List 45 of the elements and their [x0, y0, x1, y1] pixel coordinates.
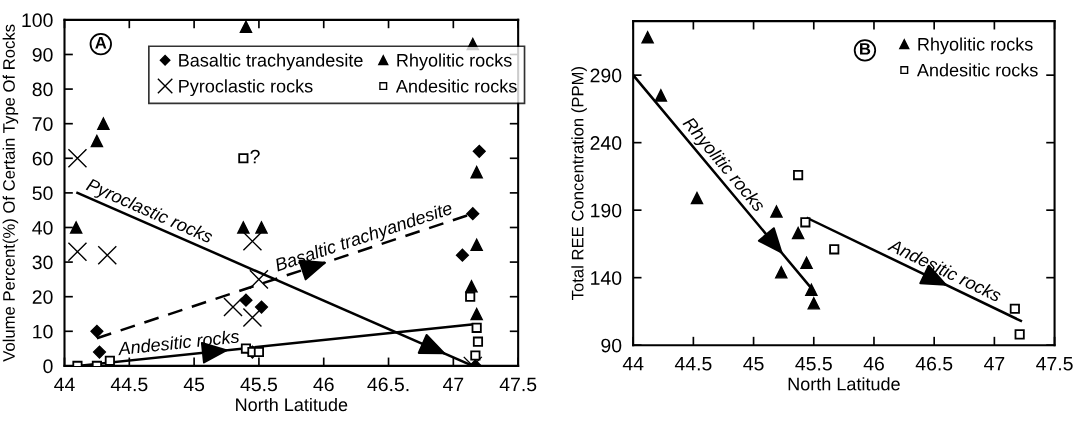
- y-tick-label: 0: [43, 359, 53, 374]
- x-tick-label: 47.5: [499, 377, 537, 392]
- x-tick-label: 44: [54, 377, 75, 392]
- y-tick-label: 100: [22, 13, 53, 28]
- x-tick-label: 44.5: [674, 356, 712, 371]
- x-tick-label: 44.5: [110, 377, 148, 392]
- legend-label: Basaltic trachyandesite: [179, 53, 363, 71]
- x-tick-label: 46.5: [915, 356, 953, 371]
- annotation: A: [95, 36, 107, 49]
- x-tick-label: 47.5: [1036, 356, 1073, 371]
- x-tick-label: 47: [984, 356, 1005, 371]
- y-tick-label: 20: [32, 290, 53, 304]
- y-tick-label: 60: [32, 151, 53, 166]
- y-tick-label: 30: [32, 255, 53, 270]
- legend-label: Andesitic rocks: [916, 63, 1038, 77]
- legend-label: Rhyolitic rocks: [397, 53, 512, 71]
- x-tick-label: 46.5.: [367, 377, 409, 392]
- y-axis-title: Total REE Concentration (PPM): [571, 67, 587, 300]
- y-tick-label: 190: [591, 203, 622, 218]
- y-tick-label: 240: [590, 136, 622, 150]
- x-tick-label: 45.5: [240, 377, 278, 392]
- x-tick-label: 45: [743, 356, 764, 371]
- annotation: B: [860, 43, 871, 55]
- y-tick-label: 70: [32, 117, 53, 131]
- y-tick-label: 50: [32, 186, 53, 201]
- x-tick-label: 45: [183, 377, 205, 392]
- x-tick-label: 47: [442, 377, 464, 392]
- x-axis-title: North Latitude: [788, 377, 900, 391]
- x-tick-label: 44: [622, 356, 644, 371]
- y-tick-label: 10: [33, 324, 53, 339]
- x-tick-label: 46: [313, 377, 334, 392]
- legend-label: Rhyolitic rocks: [918, 37, 1033, 55]
- y-tick-label: 80: [32, 82, 53, 97]
- legend-label: Andesitic rocks: [395, 79, 517, 93]
- y-tick-label: 40: [32, 220, 53, 235]
- legend-label: Pyroclastic rocks: [179, 79, 313, 97]
- y-tick-label: 140: [591, 271, 622, 285]
- y-tick-label: 290: [590, 68, 622, 83]
- y-tick-label: 90: [601, 338, 622, 353]
- x-axis-title: North Latitude: [236, 397, 348, 412]
- annotation: ?: [250, 149, 260, 164]
- y-axis-title: Volume Percent(%) Of Certain Type Of Rocks: [2, 24, 19, 362]
- y-tick-label: 90: [32, 47, 53, 62]
- x-tick-label: 45.5: [795, 356, 832, 371]
- x-tick-label: 46: [863, 356, 884, 371]
